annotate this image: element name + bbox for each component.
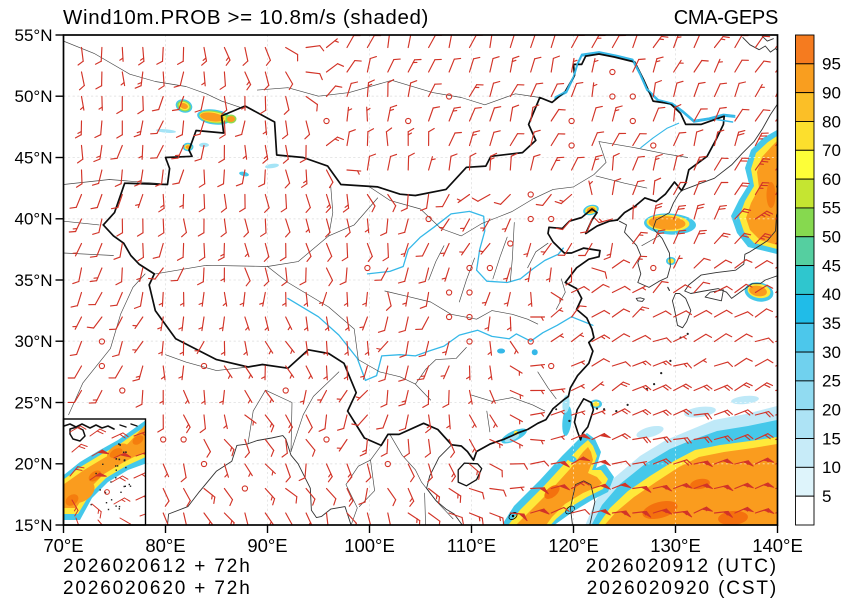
svg-text:60: 60 — [822, 170, 841, 189]
svg-text:20: 20 — [822, 401, 841, 420]
svg-text:25°N: 25°N — [15, 393, 53, 412]
svg-text:55°N: 55°N — [15, 26, 53, 45]
svg-text:40°N: 40°N — [15, 210, 53, 229]
svg-text:95: 95 — [822, 55, 841, 74]
svg-text:50°N: 50°N — [15, 87, 53, 106]
svg-text:35: 35 — [822, 314, 841, 333]
svg-text:140°E: 140°E — [752, 535, 803, 556]
svg-text:90°E: 90°E — [247, 535, 287, 556]
svg-text:10: 10 — [822, 458, 841, 477]
svg-text:50: 50 — [822, 228, 841, 247]
svg-text:2026020612 + 72h: 2026020612 + 72h — [63, 556, 252, 577]
svg-text:130°E: 130°E — [650, 535, 701, 556]
svg-text:80: 80 — [822, 112, 841, 131]
svg-text:45: 45 — [822, 256, 841, 275]
svg-text:120°E: 120°E — [548, 535, 599, 556]
svg-text:45°N: 45°N — [15, 148, 53, 167]
svg-text:25: 25 — [822, 372, 841, 391]
svg-text:30: 30 — [822, 343, 841, 362]
svg-text:70: 70 — [822, 141, 841, 160]
svg-text:80°E: 80°E — [145, 535, 185, 556]
svg-text:70°E: 70°E — [43, 535, 83, 556]
svg-text:2026020912 (UTC): 2026020912 (UTC) — [586, 556, 778, 577]
svg-text:5: 5 — [822, 487, 831, 506]
svg-text:15: 15 — [822, 429, 841, 448]
svg-text:30°N: 30°N — [15, 332, 53, 351]
svg-text:35°N: 35°N — [15, 271, 53, 290]
svg-text:2026020620 + 72h: 2026020620 + 72h — [63, 578, 252, 599]
svg-text:55: 55 — [822, 199, 841, 218]
svg-text:20°N: 20°N — [15, 455, 53, 474]
svg-text:15°N: 15°N — [15, 516, 53, 535]
svg-text:40: 40 — [822, 285, 841, 304]
svg-text:CMA-GEPS: CMA-GEPS — [674, 7, 778, 29]
svg-text:110°E: 110°E — [447, 535, 496, 556]
svg-text:100°E: 100°E — [344, 535, 395, 556]
svg-text:Wind10m.PROB >= 10.8m/s (shade: Wind10m.PROB >= 10.8m/s (shaded) — [63, 6, 429, 29]
svg-text:90: 90 — [822, 83, 841, 102]
svg-text:2026020920 (CST): 2026020920 (CST) — [587, 578, 778, 599]
